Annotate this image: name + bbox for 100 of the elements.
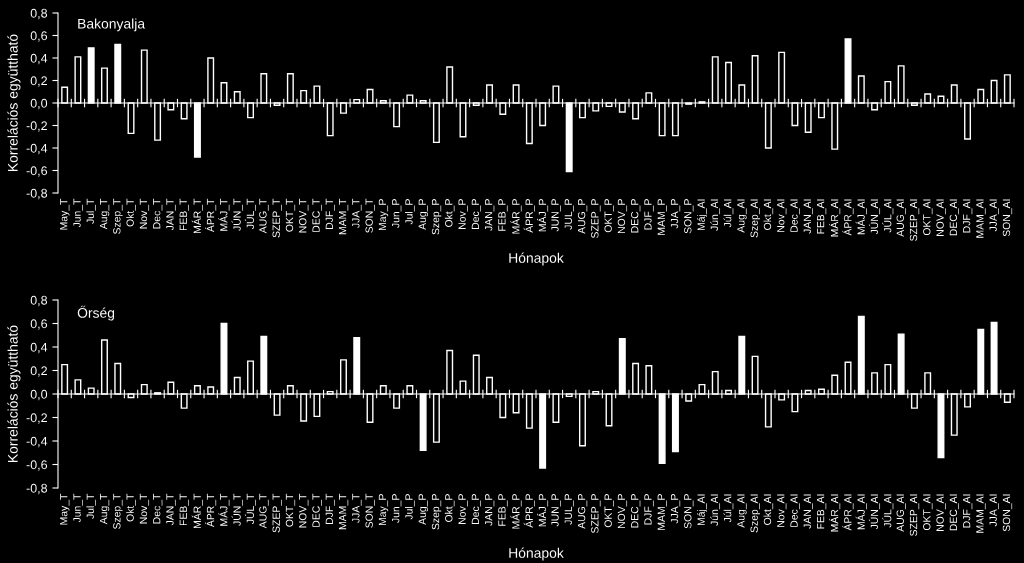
y-tick-label: 0,2 bbox=[30, 366, 47, 377]
x-tick-label: JÚN_T bbox=[231, 493, 243, 526]
x-tick-label: Jun_T bbox=[73, 198, 83, 228]
x-tick-label: SZEP_P bbox=[591, 199, 601, 239]
x-tick-label: FEB_T bbox=[179, 493, 189, 526]
x-tick-label: MÁR_P bbox=[510, 494, 522, 529]
x-tick-label: JAN_P bbox=[485, 494, 495, 526]
x-tick-label: JÚL_T bbox=[244, 198, 256, 230]
x-tick-label: DEC_T bbox=[312, 493, 322, 527]
x-tick-label: DJF_T bbox=[325, 493, 335, 524]
x-tick-label: SON_P bbox=[684, 494, 694, 529]
x-tick-label: MÁR_P bbox=[510, 199, 522, 234]
x-tick-label: Szep_T bbox=[113, 198, 123, 234]
x-tick-label: Jul_T bbox=[86, 493, 96, 519]
x-tick-label: DJF_T bbox=[325, 198, 335, 229]
x-tick-label: Aug_AI bbox=[737, 199, 747, 233]
x-tick-label: May_P bbox=[378, 199, 389, 231]
y-tick-label: -0,6 bbox=[26, 460, 48, 471]
x-tick-label: MAM_P bbox=[657, 199, 667, 235]
x-tick-label: MAM_T bbox=[339, 198, 349, 235]
x-tick-label: May_T bbox=[60, 493, 70, 525]
chart-title: Bakonyalja bbox=[78, 18, 146, 32]
x-tick-label: OKT_T bbox=[285, 493, 296, 527]
y-tick-label: -0,8 bbox=[26, 483, 48, 495]
x-tick-label: JUL_P bbox=[564, 494, 574, 525]
x-tick-label: SZEP_AI bbox=[909, 199, 920, 241]
x-tick-label: Jún_AI bbox=[710, 199, 721, 231]
x-tick-label: Dec_T bbox=[153, 198, 163, 229]
x-tick-label: MAM_AI bbox=[976, 494, 986, 533]
x-tick-label: Nov_T bbox=[139, 493, 150, 524]
x-tick-label: ÁPR_T bbox=[205, 198, 217, 233]
x-tick-label: MÁR_AI bbox=[829, 494, 841, 532]
x-tick-label: SZEP_P bbox=[591, 494, 601, 534]
x-tick-label: Jun_P bbox=[392, 494, 402, 523]
x-tick-label: JÚN_T bbox=[231, 198, 243, 231]
x-tick-label: MÁJ_P bbox=[537, 199, 549, 232]
x-tick-label: Aug_P bbox=[418, 199, 428, 230]
x-tick-label: DJF_AI bbox=[963, 494, 973, 528]
y-tick-label: 0,0 bbox=[30, 98, 48, 110]
x-tick-label: Jul_T bbox=[86, 198, 96, 224]
x-tick-label: DJF_P bbox=[644, 494, 654, 525]
y-tick-label: 0,8 bbox=[30, 295, 48, 307]
x-tick-label: MÁJ_AI bbox=[855, 494, 867, 530]
x-axis-title: Hónapok bbox=[509, 547, 564, 561]
x-tick-label: JUL_P bbox=[564, 199, 574, 230]
x-axis-title: Hónapok bbox=[509, 252, 564, 266]
y-tick-label: -0,4 bbox=[26, 143, 48, 155]
x-tick-label: JÚL_AI bbox=[882, 494, 894, 528]
x-tick-label: Okt_P bbox=[444, 199, 455, 228]
x-tick-label: Jul_P bbox=[405, 199, 415, 225]
y-tick-label: 0,2 bbox=[30, 76, 47, 87]
x-tick-label: Jul_P bbox=[405, 494, 415, 520]
x-tick-label: MÁJ_AI bbox=[855, 199, 867, 235]
x-tick-label: DEC_T bbox=[312, 198, 322, 232]
x-tick-label: Aug_T bbox=[100, 198, 110, 230]
x-tick-label: Júl_AI bbox=[723, 199, 734, 228]
x-tick-label: Okt_AI bbox=[763, 494, 774, 525]
x-tick-label: FEB_AI bbox=[817, 199, 827, 234]
x-tick-label: NOV_AI bbox=[936, 494, 946, 531]
x-tick-label: Aug_T bbox=[100, 493, 110, 525]
x-tick-label: Nov_P bbox=[458, 199, 468, 229]
x-tick-label: DEC_P bbox=[631, 494, 641, 528]
x-tick-label: ÁPR_P bbox=[523, 199, 535, 233]
x-tick-label: NOV_AI bbox=[936, 199, 946, 236]
x-tick-label: MAM_P bbox=[657, 494, 667, 530]
x-tick-label: JUN_P bbox=[551, 494, 561, 527]
x-tick-label: SZEP_T bbox=[272, 493, 282, 533]
chart-title: Őrség bbox=[77, 305, 115, 321]
x-tick-label: Máj_AI bbox=[697, 494, 707, 526]
x-tick-label: MÁR_T bbox=[191, 198, 203, 233]
x-tick-label: Dec_AI bbox=[790, 494, 800, 527]
y-tick-label: -0,2 bbox=[26, 413, 47, 424]
x-tick-label: FEB_P bbox=[498, 494, 508, 526]
x-tick-label: Okt_P bbox=[444, 494, 455, 523]
x-tick-label: ÁPR_AI bbox=[842, 199, 854, 236]
x-tick-label: JJA_P bbox=[670, 494, 681, 524]
x-tick-label: Dec_P bbox=[471, 199, 482, 229]
x-tick-label: MAM_AI bbox=[976, 199, 986, 238]
x-tick-label: MÁR_T bbox=[191, 493, 203, 528]
x-tick-label: Okt_T bbox=[126, 493, 136, 522]
x-tick-label: SON_AI bbox=[1002, 199, 1013, 237]
y-tick-label: 0,0 bbox=[30, 389, 48, 401]
x-tick-label: JAN_AI bbox=[803, 494, 813, 529]
x-tick-label: Szep_P bbox=[431, 494, 442, 530]
y-tick-label: 0,4 bbox=[30, 53, 48, 65]
x-tick-label: Nov_T bbox=[139, 198, 150, 229]
x-tick-label: JJA_T bbox=[352, 493, 362, 523]
x-tick-label: ÁPR_AI bbox=[842, 494, 854, 531]
x-tick-label: JÚL_AI bbox=[882, 199, 894, 233]
x-tick-label: Jún_AI bbox=[710, 494, 721, 526]
x-tick-label: AUG_P bbox=[577, 199, 588, 234]
x-tick-label: Szep_P bbox=[431, 199, 442, 235]
x-tick-label: JJA_T bbox=[352, 198, 362, 228]
x-tick-label: SON_P bbox=[684, 199, 694, 234]
x-tick-label: MÁR_AI bbox=[829, 199, 841, 237]
x-tick-label: Szep_AI bbox=[750, 199, 760, 238]
x-tick-label: Aug_AI bbox=[737, 494, 747, 528]
x-tick-label: Dec_P bbox=[471, 494, 482, 524]
y-tick-label: -0,4 bbox=[26, 436, 48, 448]
x-tick-label: DEC_AI bbox=[949, 199, 960, 236]
